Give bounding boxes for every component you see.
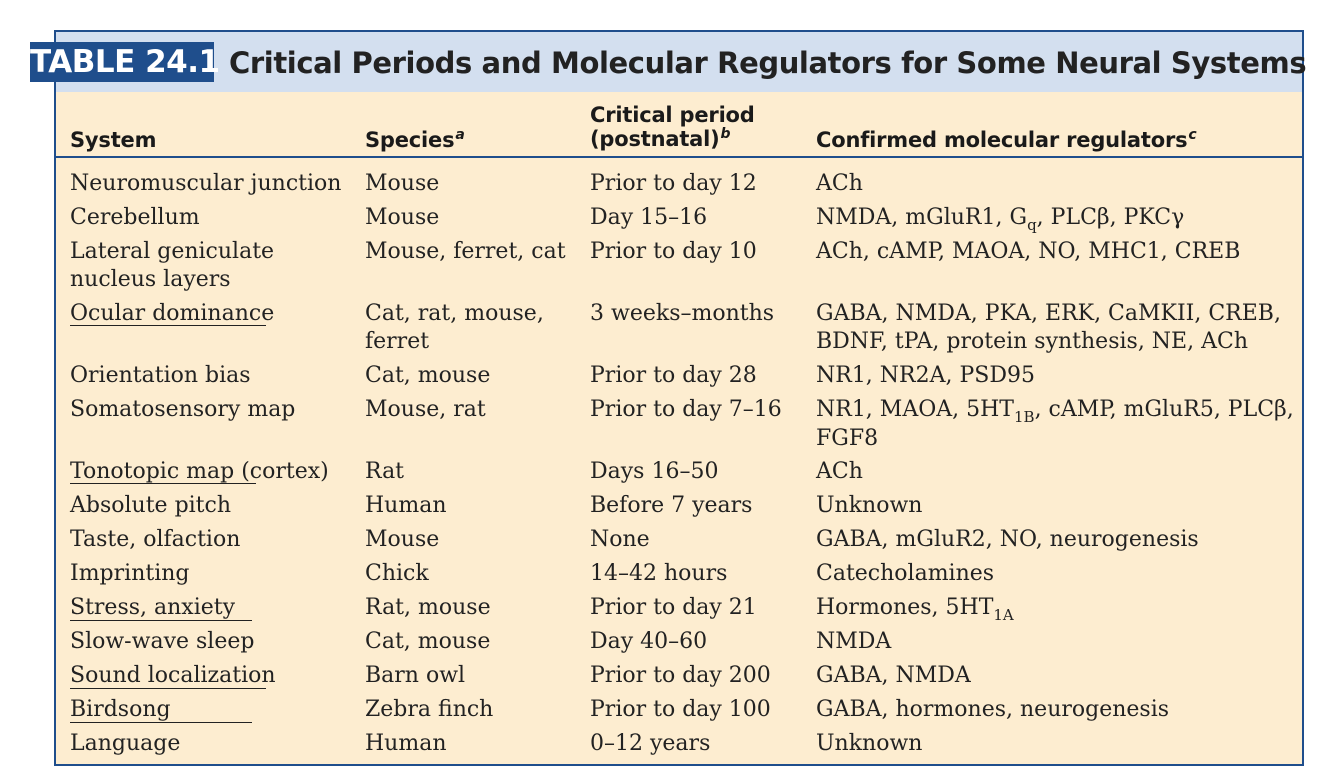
cell-regulators: GABA, hormones, neurogenesis (816, 697, 1170, 722)
cell-period: 14–42 hours (590, 561, 728, 586)
cell-regulators: Unknown (816, 493, 923, 518)
cell-period: Day 40–60 (590, 629, 708, 654)
underline-mark (70, 325, 266, 326)
cell-system: Slow-wave sleep (70, 629, 255, 654)
cell-regulators: GABA, mGluR2, NO, neurogenesis (816, 527, 1199, 552)
footnote-b-marker: b (720, 126, 731, 142)
cell-system: Ocular dominance (70, 301, 275, 326)
title-band (54, 30, 1304, 92)
cell-period: Prior to day 200 (590, 663, 771, 688)
cell-species: Mouse, rat (365, 397, 486, 422)
cell-system: Birdsong (70, 697, 171, 722)
cell-species: Cat, rat, mouse, ferret (365, 301, 544, 354)
cell-species: Rat (365, 459, 405, 484)
cell-species: Mouse (365, 171, 440, 196)
cell-system: Stress, anxiety (70, 595, 236, 620)
header-species-text: Species (365, 128, 455, 152)
header-species: Speciesa (365, 127, 465, 155)
header-regulators-text: Confirmed molecular regulators (816, 128, 1188, 152)
cell-period: Prior to day 100 (590, 697, 771, 722)
cell-period: Day 15–16 (590, 205, 708, 230)
cell-species: Human (365, 493, 447, 518)
cell-species: Mouse, ferret, cat (365, 239, 566, 264)
cell-period: Prior to day 28 (590, 363, 757, 388)
cell-regulators: ACh, cAMP, MAOA, NO, MHC1, CREB (816, 239, 1241, 264)
cell-regulators: GABA, NMDA, PKA, ERK, CaMKII, CREB, BDNF… (816, 301, 1281, 354)
cell-period: Prior to day 10 (590, 239, 757, 264)
cell-period: None (590, 527, 650, 552)
cell-system: Somatosensory map (70, 397, 296, 422)
cell-regulators: NMDA (816, 629, 892, 654)
cell-system: Lateral geniculate nucleus layers (70, 239, 275, 292)
cell-system: Sound localization (70, 663, 276, 688)
cell-system: Language (70, 731, 181, 756)
header-critical-period: Critical period (postnatal)b (590, 103, 755, 154)
cell-regulators: ACh (816, 171, 863, 196)
header-regulators: Confirmed molecular regulatorsc (816, 127, 1197, 155)
cell-system: Tonotopic map (cortex) (70, 459, 329, 484)
cell-species: Mouse (365, 205, 440, 230)
cell-period: Before 7 years (590, 493, 753, 518)
cell-species: Human (365, 731, 447, 756)
cell-regulators: NR1, NR2A, PSD95 (816, 363, 1035, 388)
header-system: System (70, 128, 156, 152)
cell-species: Cat, mouse (365, 629, 491, 654)
underline-mark (70, 620, 252, 621)
cell-regulators: GABA, NMDA (816, 663, 971, 688)
cell-species: Barn owl (365, 663, 466, 688)
cell-regulators: NR1, MAOA, 5HT1B, cAMP, mGluR5, PLCβ, FG… (816, 397, 1294, 451)
cell-period: 0–12 years (590, 731, 711, 756)
cell-regulators: Catecholamines (816, 561, 995, 586)
header-divider (54, 156, 1304, 158)
cell-system: Orientation bias (70, 363, 251, 388)
cell-period: Prior to day 12 (590, 171, 757, 196)
cell-period: Prior to day 7–16 (590, 397, 782, 422)
cell-species: Mouse (365, 527, 440, 552)
underline-mark (70, 722, 252, 723)
cell-regulators: ACh (816, 459, 863, 484)
cell-system: Taste, olfaction (70, 527, 241, 552)
header-system-text: System (70, 128, 157, 152)
cell-species: Rat, mouse (365, 595, 491, 620)
underline-mark (70, 483, 256, 484)
header-period-line2: (postnatal) (590, 127, 720, 151)
footnote-c-marker: c (1188, 127, 1197, 143)
cell-species: Chick (365, 561, 429, 586)
cell-system: Cerebellum (70, 205, 200, 230)
underline-mark (70, 688, 266, 689)
cell-period: Prior to day 21 (590, 595, 757, 620)
cell-period: 3 weeks–months (590, 301, 775, 326)
table-title: Critical Periods and Molecular Regulator… (229, 46, 1307, 80)
cell-system: Imprinting (70, 561, 190, 586)
table-label: TABLE 24.1 (30, 42, 220, 82)
header-period-line1: Critical period (590, 103, 755, 127)
cell-species: Zebra finch (365, 697, 494, 722)
cell-regulators: Unknown (816, 731, 923, 756)
table-panel (54, 30, 1304, 766)
cell-species: Cat, mouse (365, 363, 491, 388)
footnote-a-marker: a (455, 127, 465, 143)
cell-regulators: Hormones, 5HT1A (816, 595, 1014, 624)
cell-regulators: NMDA, mGluR1, Gq, PLCβ, PKCγ (816, 205, 1185, 234)
cell-system: Absolute pitch (70, 493, 232, 518)
cell-period: Days 16–50 (590, 459, 719, 484)
cell-system: Neuromuscular junction (70, 171, 342, 196)
